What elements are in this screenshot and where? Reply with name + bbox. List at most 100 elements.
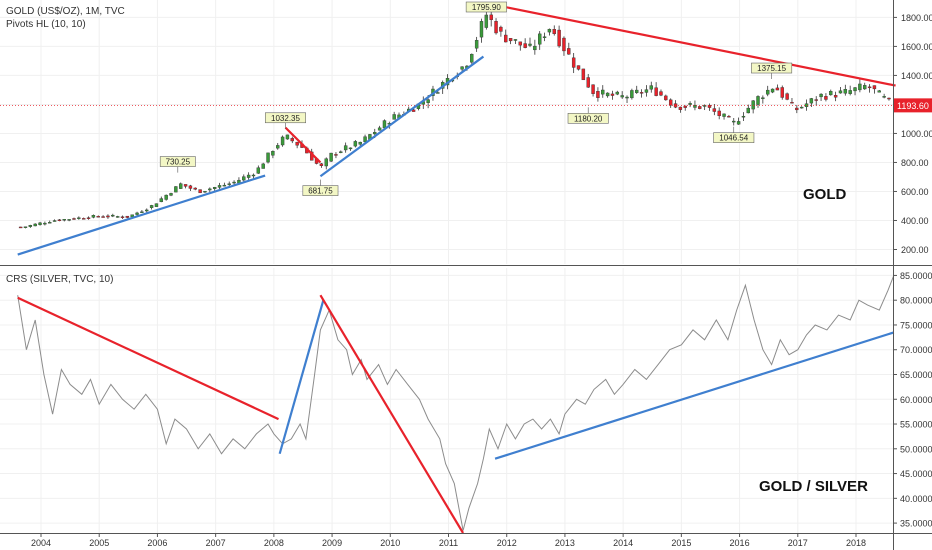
candle <box>285 134 290 140</box>
candle <box>809 98 814 104</box>
pivot-label: 1375.15 <box>757 64 786 73</box>
candle <box>838 90 843 94</box>
candle <box>659 91 663 96</box>
candle <box>591 84 595 94</box>
candle <box>567 48 571 55</box>
candle <box>251 174 256 177</box>
gold-support-trendline <box>319 55 485 178</box>
candle <box>198 189 202 194</box>
candle <box>799 106 804 109</box>
x-tick-label: 2009 <box>322 538 342 548</box>
crs-y-tick-label: 85.0000 <box>900 271 932 281</box>
x-tick-label: 2004 <box>31 538 51 548</box>
candle <box>290 138 294 142</box>
ratio-annotation: GOLD / SILVER <box>759 478 868 495</box>
candle <box>246 174 251 178</box>
candle <box>732 120 736 123</box>
gold-y-tick-label: 200.00 <box>901 245 929 255</box>
candle <box>474 40 479 49</box>
candle <box>217 185 222 188</box>
candle <box>829 90 833 96</box>
candle <box>256 167 261 174</box>
candle <box>324 158 328 167</box>
candle <box>795 107 799 111</box>
candle <box>601 89 605 95</box>
candle <box>499 26 503 32</box>
x-tick-label: 2013 <box>555 538 575 548</box>
ratio-downtrend-line <box>319 294 464 534</box>
candle <box>644 89 649 93</box>
x-tick-label: 2017 <box>788 538 808 548</box>
candle <box>28 225 33 227</box>
gold-resistance-trendline <box>484 1 896 87</box>
candle <box>426 99 430 103</box>
candle <box>581 68 586 81</box>
pivot-label-box <box>465 1 507 13</box>
candle <box>761 97 765 99</box>
candle <box>848 90 852 94</box>
candle <box>319 163 324 166</box>
candle <box>174 186 178 193</box>
candle <box>57 219 62 222</box>
candle <box>232 181 236 184</box>
gold-y-tick-label: 600.00 <box>901 187 929 197</box>
candle <box>688 103 692 105</box>
candle <box>120 216 125 218</box>
x-tick-label: 2008 <box>264 538 284 548</box>
candle <box>853 87 857 92</box>
crs-y-tick-label: 45.0000 <box>900 469 932 479</box>
candle <box>557 29 561 47</box>
x-tick-label: 2015 <box>671 538 691 548</box>
candle <box>329 152 333 162</box>
candle <box>179 183 183 189</box>
candle <box>266 152 270 163</box>
candle <box>489 14 493 20</box>
candle <box>513 39 518 41</box>
pivot-label-box <box>264 112 306 124</box>
candle <box>106 215 110 218</box>
candle <box>373 132 377 135</box>
candle <box>785 93 789 100</box>
candle <box>135 212 139 215</box>
candle <box>504 34 508 43</box>
candle <box>508 38 513 42</box>
candle <box>392 114 396 120</box>
pivot-label: 1180.20 <box>574 114 603 123</box>
gold-y-tick-label: 1600.00 <box>901 42 932 52</box>
gold-y-tick-label: 1000.00 <box>901 129 932 139</box>
candle <box>101 216 105 218</box>
candle <box>81 218 86 220</box>
candle <box>824 96 828 100</box>
candle <box>882 96 886 98</box>
candle <box>649 85 653 90</box>
candle <box>727 116 731 118</box>
candle <box>620 95 624 98</box>
candle <box>242 176 246 181</box>
candle <box>348 147 353 150</box>
crs-y-tick-label: 65.0000 <box>900 370 932 380</box>
gold-indicator-label: Pivots HL (10, 10) <box>6 19 86 30</box>
candle <box>280 136 285 146</box>
candle <box>222 184 227 187</box>
candle <box>615 91 620 95</box>
candle <box>722 113 726 117</box>
candle <box>353 141 358 147</box>
x-tick-label: 2016 <box>730 538 750 548</box>
gold-y-tick-label: 400.00 <box>901 216 929 226</box>
x-tick-label: 2011 <box>439 538 458 548</box>
pivot-label-box <box>567 113 609 124</box>
candle <box>411 109 416 112</box>
candle <box>479 21 484 38</box>
candle <box>96 216 100 218</box>
current-price-badge <box>894 98 932 113</box>
ratio-downtrend-line <box>17 296 279 421</box>
candle <box>887 97 891 100</box>
candle <box>164 194 168 200</box>
candle <box>630 90 634 99</box>
gold-y-tick-label: 800.00 <box>901 158 929 168</box>
candle <box>38 222 42 225</box>
candle <box>111 214 115 217</box>
candle <box>377 127 382 131</box>
candle <box>533 45 537 51</box>
